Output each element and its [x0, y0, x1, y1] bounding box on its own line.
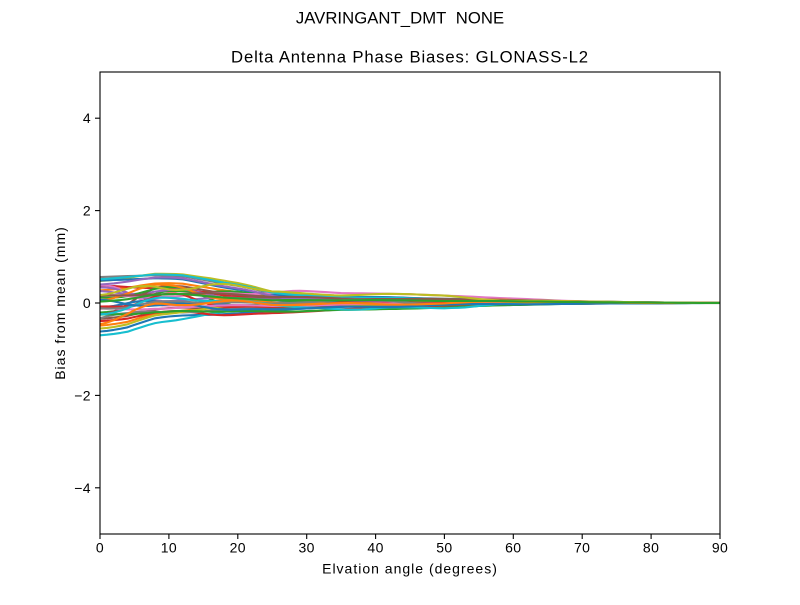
svg-text:40: 40: [367, 540, 383, 556]
svg-text:0: 0: [96, 540, 104, 556]
svg-text:30: 30: [299, 540, 315, 556]
svg-text:90: 90: [712, 540, 728, 556]
svg-text:−2: −2: [74, 387, 91, 403]
svg-text:60: 60: [505, 540, 521, 556]
svg-text:50: 50: [436, 540, 452, 556]
svg-text:10: 10: [161, 540, 177, 556]
svg-text:80: 80: [643, 540, 659, 556]
svg-text:JAVRINGANT_DMT NONE: JAVRINGANT_DMT NONE: [296, 9, 504, 28]
svg-text:20: 20: [230, 540, 246, 556]
svg-text:−4: −4: [74, 480, 91, 496]
svg-text:4: 4: [83, 110, 91, 126]
svg-text:Elvation angle (degrees): Elvation angle (degrees): [322, 561, 498, 577]
svg-text:Bias from mean (mm): Bias from mean (mm): [52, 226, 68, 380]
svg-text:0: 0: [83, 295, 91, 311]
svg-text:2: 2: [83, 203, 91, 219]
svg-text:70: 70: [574, 540, 590, 556]
svg-text:Delta Antenna Phase Biases: GL: Delta Antenna Phase Biases: GLONASS-L2: [231, 48, 589, 67]
